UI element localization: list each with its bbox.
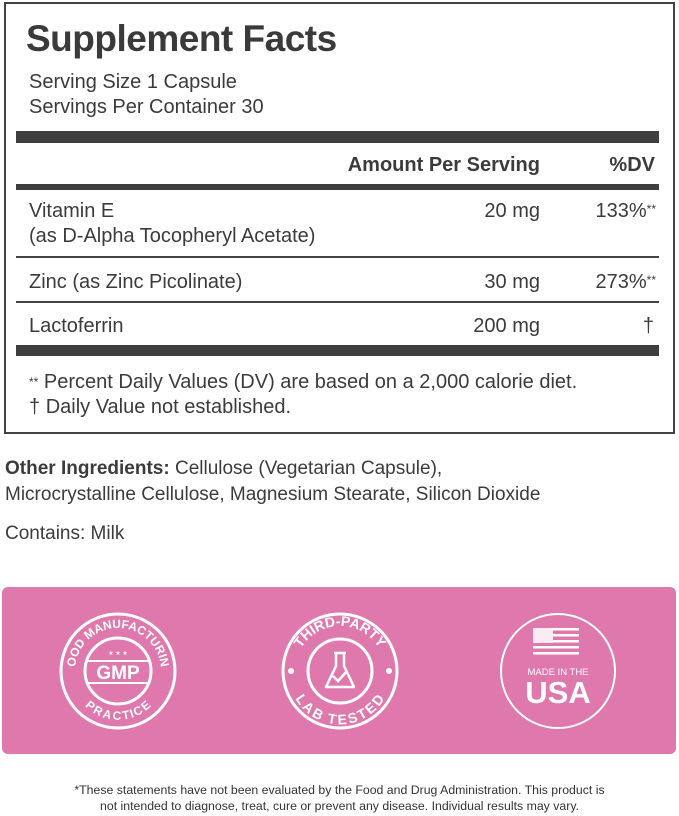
nutrient-dv: † <box>642 315 654 337</box>
footnote-mark: † <box>29 396 41 418</box>
gmp-badge-icon: GOOD MANUFACTURING PRACTICE ★ ★ ★ GMP <box>58 611 177 730</box>
fda-disclaimer: *These statements have not been evaluate… <box>0 782 679 814</box>
dv-footnote-mark: ** <box>646 202 656 216</box>
header-amount: Amount Per Serving <box>347 154 540 176</box>
ingredients-line-1: Cellulose (Vegetarian Capsule), <box>174 458 443 479</box>
thick-divider <box>16 131 659 143</box>
footnote-not-established: Daily Value not established. <box>45 396 292 418</box>
other-ingredients-label: Other Ingredients: <box>5 458 170 479</box>
ingredients-line-2: Microcrystalline Cellulose, Magnesium St… <box>5 484 541 505</box>
allergen-contains: Contains: Milk <box>5 523 125 544</box>
svg-text:★ ★ ★: ★ ★ ★ <box>108 650 127 657</box>
row-divider <box>16 301 659 303</box>
nutrient-amount: 20 mg <box>484 200 540 222</box>
third-party-lab-tested-badge-icon: THIRD-PARTY LAB TESTED <box>281 612 399 730</box>
row-divider <box>16 256 659 258</box>
nutrient-source: (as D-Alpha Tocopheryl Acetate) <box>29 225 316 247</box>
svg-text:THIRD-PARTY: THIRD-PARTY <box>290 613 390 651</box>
svg-text:LAB TESTED: LAB TESTED <box>293 691 388 727</box>
supplement-facts-panel <box>4 2 675 434</box>
other-ingredients: Other Ingredients: Cellulose (Vegetarian… <box>5 456 540 508</box>
nutrient-amount: 30 mg <box>484 271 540 293</box>
us-flag-icon <box>533 628 579 655</box>
nutrient-name: Zinc (as Zinc Picolinate) <box>29 271 243 293</box>
svg-text:USA: USA <box>525 675 590 710</box>
nutrient-name: Lactoferrin <box>29 315 124 337</box>
nutrient-name: Vitamin E <box>29 200 115 222</box>
medium-divider <box>16 184 659 190</box>
nutrient-amount: 200 mg <box>473 315 540 337</box>
header-dv: %DV <box>609 154 655 176</box>
dv-footnote-mark: ** <box>646 273 656 287</box>
disclaimer-line-1: *These statements have not been evaluate… <box>74 783 605 797</box>
nutrient-dv: 133% <box>595 200 647 222</box>
svg-text:MADE IN THE: MADE IN THE <box>527 667 588 678</box>
svg-text:GMP: GMP <box>96 663 140 684</box>
panel-title: Supplement Facts <box>26 18 337 59</box>
svg-text:PRACTICE: PRACTICE <box>83 698 154 723</box>
serving-size: Serving Size 1 Capsule <box>29 71 237 93</box>
made-in-usa-badge-icon: MADE IN THE USA <box>500 613 616 729</box>
footnote-mark: ** <box>29 375 39 389</box>
servings-per-container: Servings Per Container 30 <box>29 96 264 118</box>
nutrient-dv: 273% <box>595 271 647 293</box>
footnote-dv: Percent Daily Values (DV) are based on a… <box>43 371 578 393</box>
thick-divider <box>16 345 659 356</box>
disclaimer-line-2: not intended to diagnose, treat, cure or… <box>100 799 579 813</box>
